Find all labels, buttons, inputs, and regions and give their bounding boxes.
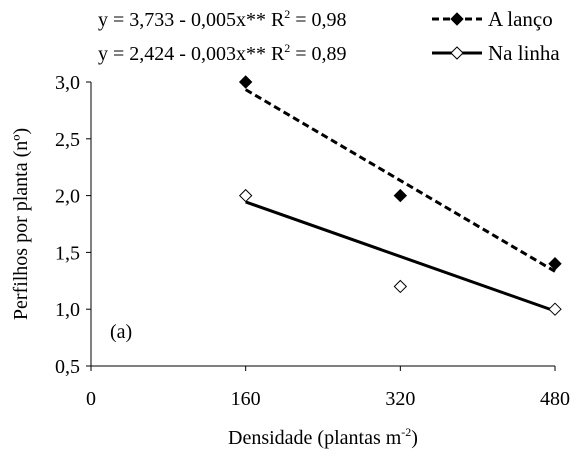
y-tick-label: 1,5 <box>55 242 80 264</box>
y-tick-label: 1,0 <box>55 299 80 321</box>
y-tick-label: 0,5 <box>55 356 80 378</box>
x-axis-title: Densidade (plantas m-2) <box>228 425 418 449</box>
x-tick-label: 480 <box>540 388 570 410</box>
r2-sup-series-1: 2 <box>284 7 290 21</box>
fit-line-series-1 <box>244 88 556 273</box>
x-axis-title-tail: ) <box>411 427 418 449</box>
r2-value-series-1: = 0,98 <box>290 9 346 31</box>
equation-series-2: y = 2,424 - 0,003x** R2 = 0,89 <box>98 41 347 65</box>
y-ticks: 0,5 1,0 1,5 2,0 2,5 3,0 <box>55 72 91 378</box>
legend-label-series-2: Na linha <box>488 41 560 65</box>
r2-value-series-2: = 0,89 <box>290 43 346 65</box>
legend: y = 3,733 - 0,005x** R2 = 0,98 A lanço y… <box>98 7 560 65</box>
fit-line-series-2 <box>245 200 556 313</box>
panel-label: (a) <box>110 321 132 343</box>
y-tick-label: 3,0 <box>55 72 80 94</box>
x-tick-label: 160 <box>231 388 261 410</box>
legend-marker-series-2 <box>450 46 464 60</box>
data-point-series-2 <box>238 188 253 203</box>
x-tick-label: 0 <box>86 388 96 410</box>
r2-sup-series-2: 2 <box>284 41 290 55</box>
legend-marker-series-1 <box>450 12 464 26</box>
data-point-series-1 <box>393 188 408 203</box>
data-point-series-1 <box>238 75 253 89</box>
x-tick-label: 320 <box>385 388 415 410</box>
data-point-series-2 <box>393 279 408 294</box>
y-axis-title: Perfilhos por planta (nº) <box>10 128 32 320</box>
x-ticks: 0 160 320 480 <box>86 366 570 410</box>
fit-lines <box>244 88 556 313</box>
data-points <box>238 75 562 316</box>
x-axis-title-sup: -2 <box>401 425 411 439</box>
y-tick-label: 2,0 <box>55 186 80 208</box>
equation-series-1: y = 3,733 - 0,005x** R2 = 0,98 <box>98 7 347 31</box>
legend-label-series-1: A lanço <box>488 7 553 31</box>
axes <box>90 82 555 367</box>
y-tick-label: 2,5 <box>55 129 80 151</box>
data-point-series-1 <box>548 257 562 271</box>
data-point-series-2 <box>548 302 562 316</box>
